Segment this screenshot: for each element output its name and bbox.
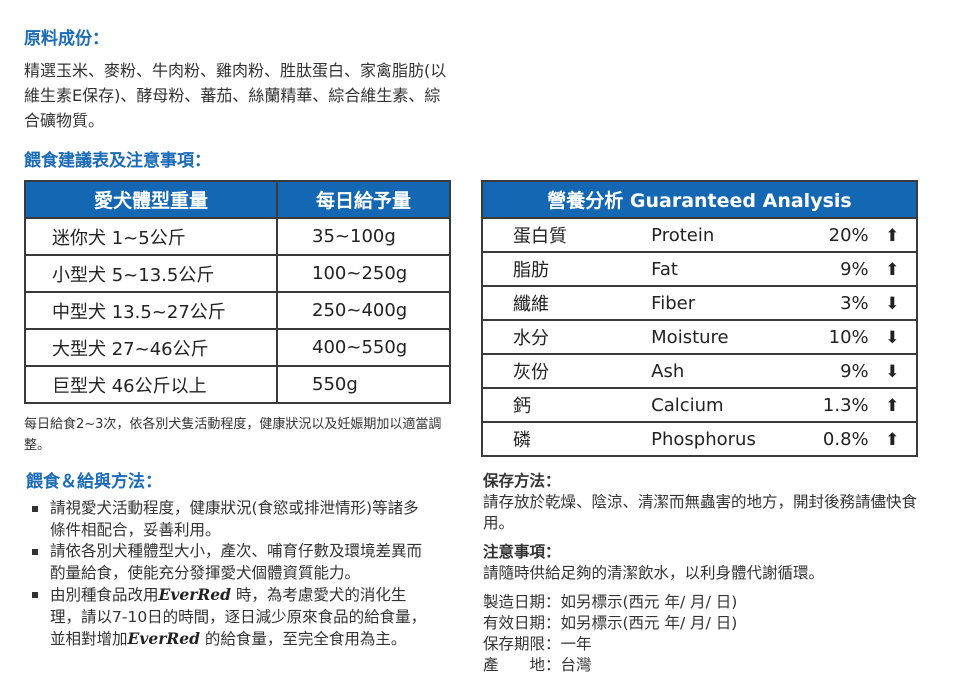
nutrient-cn: 蛋白質	[480, 217, 652, 253]
table-row: 脂肪 Fat 9% ⬆	[480, 251, 919, 287]
list-item: 請視愛犬活動程度，健康狀況(食慾或排泄情形)等諸多條件相配合，妥善利用。	[24, 498, 434, 541]
method-list: 請視愛犬活動程度，健康狀況(食慾或排泄情形)等諸多條件相配合，妥善利用。 請依各…	[24, 498, 434, 651]
feeding-table: 愛犬體型重量 每日給予量 迷你犬 1~5公斤 35~100g 小型犬 5~13.5公…	[24, 180, 451, 404]
nutrient-cn: 脂肪	[480, 251, 652, 287]
weight-cell: 迷你犬 1~5公斤	[24, 217, 278, 256]
arrow-down-icon: ⬇	[868, 319, 919, 355]
table-row: 纖維 Fiber 3% ⬇	[480, 285, 919, 321]
table-row: 中型犬 13.5~27公斤 250~400g	[24, 291, 451, 330]
feeding-table-title: 餵食建議表及注意事項：	[24, 151, 211, 171]
nutrient-cn: 水分	[480, 319, 652, 355]
info-line: 有效日期：如另標示(西元 年/ 月/ 日)	[483, 614, 738, 632]
header-weight: 愛犬體型重量	[24, 180, 278, 219]
amount-cell: 100~250g	[276, 254, 451, 293]
nutrient-en: Moisture	[651, 319, 772, 355]
guaranteed-analysis-table: 營養分析 Guaranteed Analysis 蛋白質 Protein 20% ⬆ 脂…	[480, 180, 919, 457]
amount-cell: 400~550g	[276, 328, 451, 367]
ingredients-text: 精選玉米、麥粉、牛肉粉、雞肉粉、胜肽蛋白、家禽脂肪(以維生素E保存)、酵母粉、蕃…	[24, 61, 447, 130]
list-item: 請依各別犬種體型大小，產次、哺育仔數及環境差異而酌量給食，使能充分發揮愛犬個體資…	[24, 541, 434, 584]
nutrient-value: 9%	[771, 353, 869, 389]
table-row: 小型犬 5~13.5公斤 100~250g	[24, 254, 451, 293]
weight-cell: 巨型犬 46公斤以上	[24, 365, 278, 404]
method-title: 餵食＆給與方法：	[26, 472, 162, 492]
nutrient-value: 0.8%	[771, 421, 869, 457]
nutrient-cn: 磷	[480, 421, 652, 457]
nutrient-en: Protein	[651, 217, 772, 253]
text: 時，為考慮愛犬的消化生理，請以7-10日的時間，逐日減少原來食品的給食量，並相對…	[50, 586, 427, 648]
weight-cell: 大型犬 27~46公斤	[24, 328, 278, 367]
brand-logo: EverRed	[127, 629, 200, 648]
arrow-down-icon: ⬇	[868, 285, 919, 321]
arrow-up-icon: ⬆	[868, 387, 919, 423]
list-item: 由別種食品改用EverRed 時，為考慮愛犬的消化生理，請以7-10日的時間，逐…	[24, 584, 434, 651]
brand-logo: EverRed	[158, 585, 231, 604]
info-line: 保存期限：一年	[483, 635, 592, 653]
nutrient-en: Ash	[651, 353, 772, 389]
table-row: 磷 Phosphorus 0.8% ⬆	[480, 421, 919, 457]
nutrient-value: 10%	[771, 319, 869, 355]
header-amount: 每日給予量	[276, 180, 451, 219]
nutrient-en: Fiber	[651, 285, 772, 321]
table-row: 蛋白質 Protein 20% ⬆	[480, 217, 919, 253]
arrow-up-icon: ⬆	[868, 217, 919, 253]
nutrient-value: 1.3%	[771, 387, 869, 423]
table-row: 迷你犬 1~5公斤 35~100g	[24, 217, 451, 256]
storage-text: 請存放於乾燥、陰涼、清潔而無蟲害的地方，開封後務請儘快食用。	[483, 493, 918, 532]
nutrient-en: Fat	[651, 251, 772, 287]
table-row: 灰份 Ash 9% ⬇	[480, 353, 919, 389]
text: 的給食量，至完全食用為主。	[204, 630, 407, 648]
nutrient-value: 3%	[771, 285, 869, 321]
arrow-up-icon: ⬆	[868, 421, 919, 457]
nutrient-cn: 灰份	[480, 353, 652, 389]
nutrient-value: 9%	[771, 251, 869, 287]
arrow-up-icon: ⬆	[868, 251, 919, 287]
weight-cell: 中型犬 13.5~27公斤	[24, 291, 278, 330]
table-row: 大型犬 27~46公斤 400~550g	[24, 328, 451, 367]
feeding-note: 每日給食2~3次，依各別犬隻活動程度，健康狀況以及妊娠期加以適當調整。	[24, 417, 442, 453]
caution-title: 注意事項：	[483, 543, 561, 561]
analysis-header: 營養分析 Guaranteed Analysis	[481, 180, 918, 219]
storage-title: 保存方法：	[483, 472, 561, 490]
text: 由別種食品改用	[50, 586, 159, 604]
nutrient-cn: 纖維	[480, 285, 652, 321]
ingredients-title: 原料成份：	[24, 29, 109, 49]
amount-cell: 250~400g	[276, 291, 451, 330]
table-row: 鈣 Calcium 1.3% ⬆	[480, 387, 919, 423]
nutrient-en: Calcium	[651, 387, 772, 423]
info-line: 製造日期：如另標示(西元 年/ 月/ 日)	[483, 593, 738, 611]
caution-text: 請隨時供給足夠的清潔飲水，以利身體代謝循環。	[483, 564, 825, 582]
info-line: 產 地：台灣	[483, 656, 592, 674]
nutrient-en: Phosphorus	[651, 421, 772, 457]
table-row: 水分 Moisture 10% ⬇	[480, 319, 919, 355]
weight-cell: 小型犬 5~13.5公斤	[24, 254, 278, 293]
arrow-down-icon: ⬇	[868, 353, 919, 389]
amount-cell: 35~100g	[276, 217, 451, 256]
table-row: 巨型犬 46公斤以上 550g	[24, 365, 451, 404]
amount-cell: 550g	[276, 365, 451, 404]
nutrient-cn: 鈣	[480, 387, 652, 423]
nutrient-value: 20%	[771, 217, 869, 253]
